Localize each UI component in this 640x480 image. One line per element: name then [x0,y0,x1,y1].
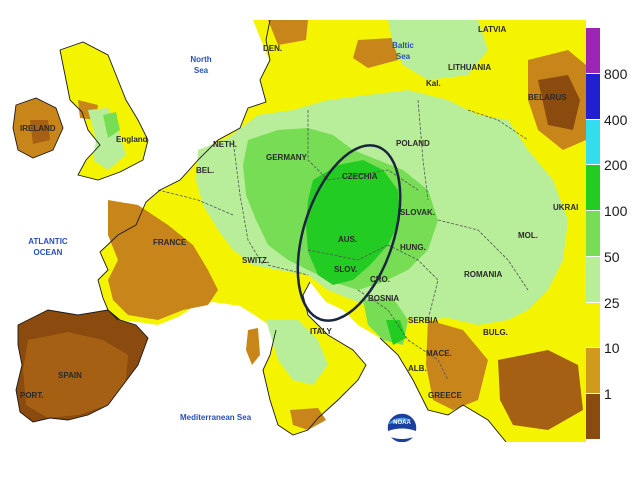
legend-label: 800 [604,65,628,82]
country-label-belarus: BELARUS [528,93,567,102]
north-sea-label: North Sea [190,55,211,75]
legend-label: 50 [604,248,620,265]
country-label-mace: MACE. [426,349,452,358]
coastlines [12,20,507,442]
country-label-italy: ITALY [310,327,332,336]
legend-swatch [586,302,600,349]
country-label-france: FRANCE [153,238,187,247]
baltic-sea-label: Baltic Sea [392,41,414,61]
atlantic-ocean-label: ATLANTIC OCEAN [28,237,68,257]
country-label-spain: SPAIN [58,371,82,380]
legend-swatch [586,256,600,303]
country-label-bosnia: BOSNIA [368,294,399,303]
legend-swatch [586,394,600,440]
noaa-logo: NOAA [386,412,418,442]
country-label-hung: HUNG. [400,243,426,252]
country-label-aus: AUS. [338,235,357,244]
country-labels: IRELAND England DEN. NETH. BEL. GERMANY FRANCE… [20,25,578,400]
country-label-germany: GERMANY [266,153,308,162]
country-label-cro: CRO. [370,275,390,284]
country-label-bel: BEL. [196,166,214,175]
country-borders [157,99,529,381]
legend-swatch [586,73,600,120]
country-label-den: DEN. [263,44,282,53]
country-label-slov-si: SLOV. [334,265,357,274]
legend-label: 1 [604,386,612,403]
legend-swatch [586,348,600,395]
country-label-switz: SWITZ. [242,256,269,265]
country-label-alb: ALB. [408,364,427,373]
country-label-greece: GREECE [428,391,462,400]
legend-swatch [586,28,600,74]
country-label-romania: ROMANIA [464,270,502,279]
country-label-ukraine: UKRAI [553,203,578,212]
legend-swatch [586,119,600,166]
precip-bright-green-zones [306,160,406,345]
mediterranean-sea-label: Mediterranean Sea [180,413,252,422]
country-label-mol: MOL. [518,231,538,240]
legend-swatch [586,165,600,212]
country-label-latvia: LATVIA [478,25,507,34]
country-label-serbia: SERBIA [408,316,438,325]
precip-brown-zones [23,20,586,430]
legend-label: 25 [604,294,620,311]
country-label-bulg: BULG. [483,328,508,337]
country-label-port: PORT. [20,391,44,400]
country-label-neth: NETH. [213,140,237,149]
legend-swatch [586,211,600,257]
highlight-ellipse [296,144,402,322]
country-label-england: England [116,135,148,144]
legend-label: 200 [604,157,628,174]
legend-label: 400 [604,111,628,128]
noaa-logo-text: NOAA [393,420,411,426]
precipitation-map: North Sea Baltic Sea ATLANTIC OCEAN Mediter… [8,20,586,442]
country-label-poland: POLAND [396,139,430,148]
country-label-kal: Kal. [426,79,441,88]
color-legend: 800 400 200 100 50 25 10 1 [586,28,640,440]
country-label-ireland: IRELAND [20,124,56,133]
country-label-czechia: CZECHIA [342,172,378,181]
legend-label: 100 [604,203,628,220]
legend-label: 10 [604,340,620,357]
country-label-slovak: SLOVAK. [400,208,435,217]
country-label-lithuania: LITHUANIA [448,63,491,72]
